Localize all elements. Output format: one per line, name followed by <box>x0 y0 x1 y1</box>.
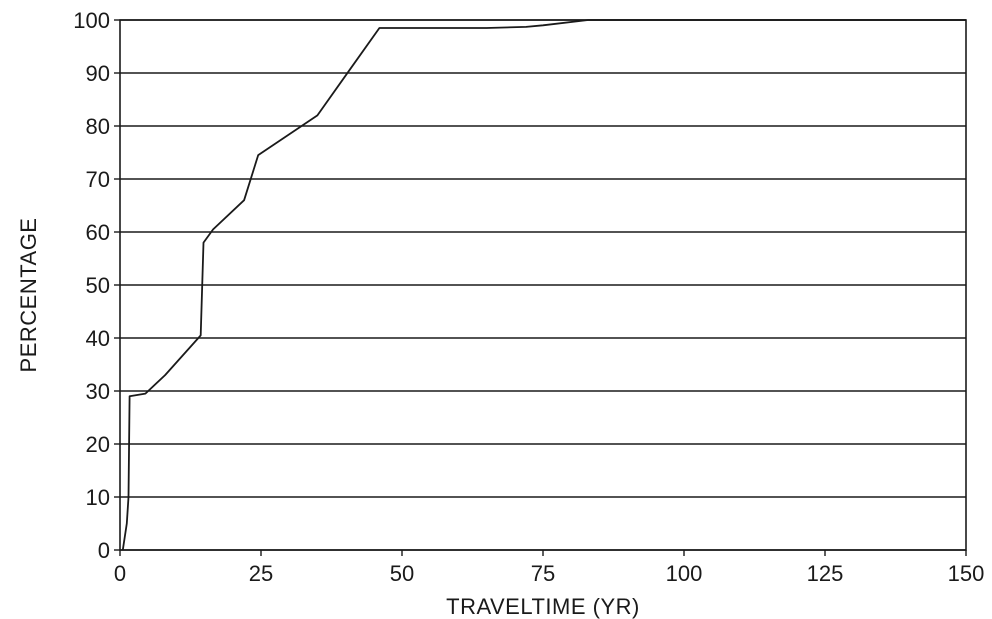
x-tick-label-0: 0 <box>114 561 126 586</box>
y-tick-label-0: 0 <box>98 538 110 563</box>
x-tick-label-50: 50 <box>390 561 414 586</box>
y-tick-label-60: 60 <box>86 220 110 245</box>
axis-ticks <box>114 19 967 556</box>
y-tick-label-20: 20 <box>86 432 110 457</box>
series-layer <box>121 19 966 551</box>
x-tick-label-25: 25 <box>249 561 273 586</box>
y-tick-label-100: 100 <box>73 8 110 33</box>
y-tick-label-70: 70 <box>86 167 110 192</box>
x-axis-title: TRAVELTIME (YR) <box>446 594 640 619</box>
y-axis-title: PERCENTAGE <box>16 218 41 373</box>
x-tick-label-150: 150 <box>948 561 985 586</box>
tick-labels: 0 10 20 30 40 50 60 70 80 90 100 0 25 50 75 100 125 150 <box>73 8 984 586</box>
x-tick-label-100: 100 <box>666 561 703 586</box>
y-tick-label-90: 90 <box>86 61 110 86</box>
y-tick-label-10: 10 <box>86 485 110 510</box>
y-tick-label-40: 40 <box>86 326 110 351</box>
x-tick-label-75: 75 <box>531 561 555 586</box>
y-tick-label-30: 30 <box>86 379 110 404</box>
x-tick-label-125: 125 <box>807 561 844 586</box>
y-tick-label-80: 80 <box>86 114 110 139</box>
series-line-1 <box>121 19 966 551</box>
y-tick-label-50: 50 <box>86 273 110 298</box>
gridlines <box>120 19 966 551</box>
